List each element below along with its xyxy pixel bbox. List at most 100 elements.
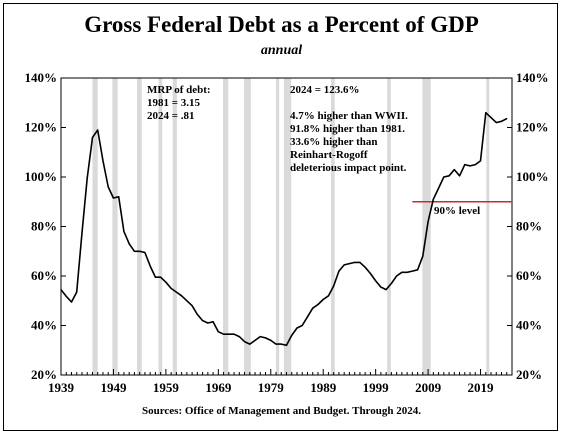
recession-band-9	[331, 78, 335, 375]
data-points	[60, 112, 508, 346]
data-point-2004	[401, 271, 403, 273]
recession-bands	[92, 78, 490, 375]
data-point-1960	[170, 287, 172, 289]
data-point-1996	[359, 261, 361, 263]
data-point-1972	[233, 333, 235, 335]
data-point-1983	[291, 334, 293, 336]
data-point-1964	[191, 305, 193, 307]
data-point-2011	[437, 187, 440, 189]
data-point-1969	[217, 331, 219, 333]
recession-band-5	[223, 78, 229, 375]
data-point-1997	[364, 266, 366, 268]
comparison-line-4: Reinhart-Rogoff	[290, 149, 368, 161]
comparison-annotation: 4.7% higher than WWII. 91.8% higher than…	[290, 110, 408, 175]
data-point-2008	[422, 255, 424, 257]
y-tick-label-left-1: 40%	[31, 318, 57, 333]
data-point-1978	[264, 337, 267, 339]
y-tick-label-left-4: 100%	[25, 169, 58, 184]
data-point-1954	[139, 250, 141, 252]
data-point-1949	[112, 197, 115, 199]
data-point-1998	[369, 272, 372, 275]
data-point-1958	[160, 276, 162, 278]
data-point-1963	[186, 300, 188, 302]
x-tick-label-3: 1969	[205, 380, 232, 395]
current-line-1: 2024 = 123.6%	[290, 84, 360, 96]
data-point-1944	[86, 177, 88, 179]
mrp-annotation: MRP of debt: 1981 = 3.15 2024 = .81	[147, 84, 211, 123]
data-point-1974	[243, 340, 246, 343]
data-point-1951	[123, 230, 125, 233]
y-tick-label-right-4: 100%	[516, 169, 549, 184]
x-tick-label-4: 1979	[258, 380, 285, 395]
data-point-2019	[479, 160, 482, 162]
x-tick-label-6: 1999	[363, 380, 390, 395]
x-tick-label-0: 1939	[48, 380, 75, 395]
recession-band-8	[283, 78, 292, 375]
data-point-1994	[348, 263, 351, 265]
data-point-1992	[338, 270, 340, 272]
data-point-2002	[390, 282, 392, 285]
data-point-1979	[270, 339, 272, 341]
data-point-1957	[154, 276, 156, 278]
data-point-2021	[490, 117, 492, 119]
x-tick-label-2: 1959	[153, 380, 180, 395]
data-point-1941	[70, 301, 73, 303]
x-tick-label-1: 1949	[100, 380, 127, 395]
data-point-1995	[354, 261, 356, 263]
recession-band-11	[422, 78, 431, 375]
recession-band-4	[172, 78, 177, 375]
data-point-1943	[81, 232, 83, 234]
data-point-2024	[506, 117, 508, 120]
data-point-2003	[396, 275, 398, 277]
y-tick-label-left-3: 80%	[31, 219, 57, 234]
data-point-1947	[102, 160, 104, 162]
data-point-1981	[280, 343, 282, 345]
chart-subtitle: annual	[260, 43, 303, 58]
y-tick-label-right-5: 120%	[516, 120, 549, 135]
data-point-2022	[495, 121, 497, 124]
data-point-2005	[406, 271, 408, 273]
recession-band-2	[137, 78, 142, 375]
data-point-1999	[375, 280, 377, 282]
data-point-2014	[453, 168, 455, 171]
recession-band-12	[486, 78, 490, 375]
data-point-1961	[175, 291, 177, 293]
data-point-1991	[333, 285, 335, 287]
x-tick-label-7: 2009	[415, 380, 442, 395]
recession-band-3	[158, 78, 163, 375]
data-point-1940	[65, 295, 67, 297]
data-point-1985	[301, 324, 303, 327]
chart-title: Gross Federal Debt as a Percent of GDP	[84, 12, 479, 37]
chart-source: Sources: Office of Management and Budget…	[142, 405, 421, 417]
data-point-1956	[149, 265, 151, 267]
data-point-1984	[296, 327, 298, 329]
data-point-1988	[317, 303, 319, 306]
data-point-1990	[327, 295, 330, 297]
data-point-2016	[464, 164, 466, 166]
data-point-1982	[285, 344, 288, 346]
data-point-1977	[259, 336, 261, 338]
y-tick-label-right-0: 20%	[516, 367, 542, 382]
data-point-1967	[207, 322, 209, 324]
data-point-1945	[91, 136, 94, 138]
data-point-2001	[385, 289, 387, 291]
y-tick-label-left-6: 140%	[25, 70, 58, 85]
data-point-2012	[443, 176, 445, 178]
recession-band-6	[244, 78, 251, 375]
y-tick-label-left-0: 20%	[31, 367, 57, 382]
data-point-2000	[380, 286, 382, 288]
y-tick-label-right-6: 140%	[516, 70, 549, 85]
recession-band-10	[387, 78, 391, 375]
debt-series-line	[60, 111, 508, 347]
data-point-1946	[97, 129, 99, 131]
x-tick-label-5: 1989	[310, 380, 337, 395]
data-point-1955	[144, 251, 146, 254]
y-tick-label-right-2: 60%	[516, 268, 542, 283]
data-point-1966	[201, 319, 204, 322]
data-point-1973	[238, 336, 240, 338]
mrp-line-1: MRP of debt:	[147, 84, 211, 96]
x-tick-label-8: 2019	[468, 380, 495, 395]
recession-band-7	[276, 78, 280, 375]
data-point-1962	[181, 295, 183, 297]
